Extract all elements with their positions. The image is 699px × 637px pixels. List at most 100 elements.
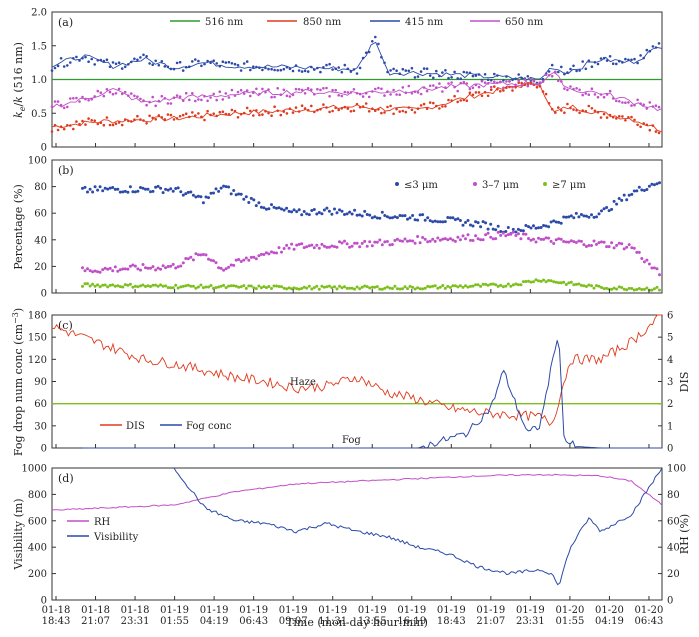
data-point — [599, 116, 603, 119]
data-point — [181, 99, 185, 102]
data-point — [116, 187, 120, 191]
data-point — [108, 186, 112, 190]
data-point — [252, 91, 255, 94]
data-point — [541, 77, 545, 81]
data-point — [172, 118, 176, 121]
data-point — [521, 232, 525, 236]
data-point — [219, 186, 223, 190]
data-point — [529, 77, 533, 81]
data-point — [166, 102, 170, 105]
data-point — [398, 110, 402, 113]
data-point — [191, 60, 194, 63]
data-point — [523, 83, 527, 86]
data-point — [370, 244, 374, 248]
data-point — [483, 90, 487, 94]
data-point — [443, 286, 447, 290]
data-point — [636, 123, 639, 127]
data-point — [300, 242, 304, 246]
data-point — [244, 286, 248, 290]
data-point — [262, 253, 266, 256]
data-point — [388, 216, 392, 220]
panel-d-label: (d) — [58, 472, 74, 485]
data-point — [325, 86, 328, 90]
data-point — [114, 92, 118, 95]
data-point — [587, 59, 591, 62]
data-point — [355, 102, 359, 106]
data-point — [151, 265, 155, 269]
data-point — [227, 185, 231, 189]
data-point — [194, 195, 198, 199]
data-point — [511, 230, 515, 234]
x-tick-time: 04:19 — [595, 616, 624, 627]
data-point — [520, 76, 523, 80]
data-point — [179, 285, 183, 289]
data-point — [563, 72, 566, 76]
y-tick-label: 100 — [28, 156, 47, 167]
data-point — [456, 77, 460, 80]
data-point — [148, 100, 151, 104]
data-point — [160, 60, 164, 63]
data-point — [476, 221, 480, 225]
data-point — [645, 258, 649, 262]
data-point — [535, 85, 539, 89]
data-point — [128, 185, 132, 189]
data-point — [117, 87, 121, 91]
data-point — [431, 237, 435, 241]
data-point — [252, 286, 256, 290]
panel-d-right-y-ticks: 0 20 40 60 80 100 — [658, 464, 686, 607]
data-point — [377, 86, 380, 90]
data-point — [361, 105, 365, 108]
data-point — [514, 282, 518, 286]
data-point — [587, 104, 591, 108]
data-point — [456, 235, 460, 239]
data-point — [411, 285, 415, 289]
data-point — [59, 125, 63, 128]
x-tick-date: 01-19 — [437, 605, 466, 616]
data-point — [554, 280, 558, 284]
data-point — [236, 63, 240, 67]
data-point — [438, 74, 441, 78]
data-point — [618, 115, 621, 118]
panel-b-frame — [51, 159, 663, 294]
data-point — [212, 59, 215, 62]
data-point — [306, 87, 310, 90]
data-point — [608, 89, 612, 93]
data-point — [258, 113, 261, 117]
data-point — [640, 188, 644, 192]
data-point — [335, 245, 339, 249]
data-point — [161, 191, 165, 195]
data-point — [333, 285, 336, 289]
x-tick-date: 01-19 — [318, 605, 347, 616]
data-point — [334, 106, 338, 110]
data-point — [392, 112, 395, 116]
data-point — [312, 246, 316, 250]
data-point — [450, 76, 453, 79]
data-point — [123, 267, 127, 271]
data-point — [410, 66, 414, 70]
y-tick-label: 800 — [28, 490, 47, 501]
data-point — [258, 92, 261, 96]
data-point — [408, 284, 412, 288]
data-point — [197, 59, 200, 63]
data-point — [148, 114, 151, 118]
data-point — [102, 59, 106, 63]
data-point — [578, 111, 581, 115]
data-point — [456, 217, 460, 221]
data-point — [612, 199, 616, 203]
data-point — [502, 86, 505, 90]
data-point — [425, 67, 429, 70]
data-point — [383, 94, 386, 97]
fog-annotation: Fog — [342, 435, 361, 446]
data-point — [479, 238, 483, 242]
data-point — [539, 226, 543, 229]
x-tick-time: 16:19 — [397, 616, 426, 627]
x-tick-time: 23:31 — [121, 616, 150, 627]
data-point — [418, 241, 422, 245]
data-point — [602, 207, 606, 211]
data-point — [310, 104, 313, 108]
data-point — [383, 240, 387, 244]
x-axis: 01-1818:4301-1821:0701-1823:3101-1901:55… — [42, 143, 663, 627]
panel-a: (a) 0 0.5 1.0 1.5 2.0 516 nm 850 nm 415 nm 6… — [12, 8, 663, 154]
data-point — [136, 189, 140, 193]
